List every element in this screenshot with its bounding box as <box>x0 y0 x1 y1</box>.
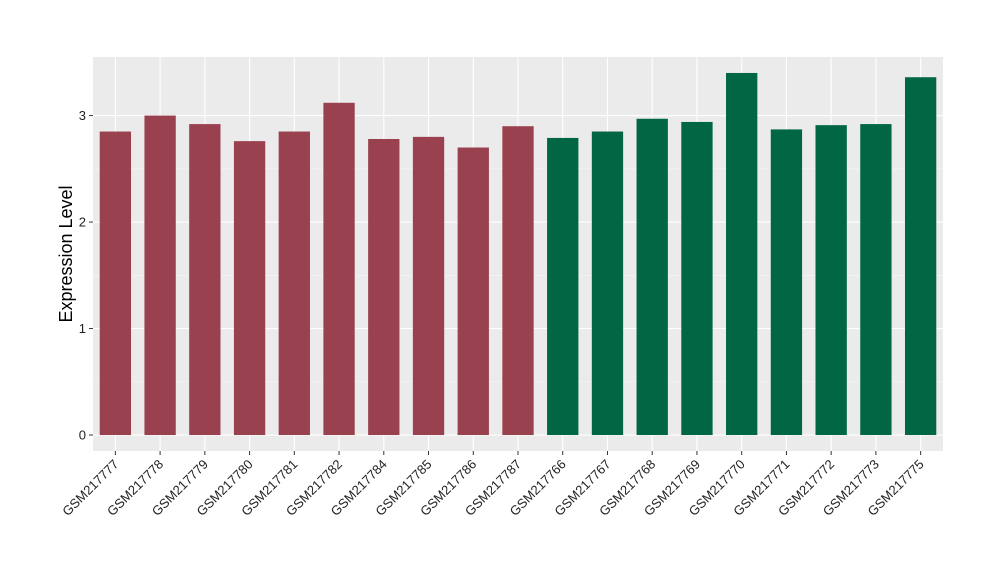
bar-GSM217780 <box>233 141 266 436</box>
bar-GSM217768 <box>636 118 668 436</box>
y-axis: 0 1 2 3 <box>79 108 93 443</box>
bar-GSM217785 <box>412 136 445 436</box>
bar-GSM217782 <box>323 102 355 436</box>
y-tick-label: 2 <box>79 215 86 230</box>
y-tick-label: 3 <box>79 108 86 123</box>
bar-GSM217777 <box>99 131 132 436</box>
bar-GSM217778 <box>144 115 176 436</box>
bar-GSM217766 <box>547 137 579 436</box>
y-tick-label: 0 <box>79 428 86 443</box>
bar-GSM217767 <box>591 131 624 436</box>
bar-GSM217779 <box>189 124 221 436</box>
bar-GSM217771 <box>770 129 803 436</box>
bar-GSM217784 <box>368 138 400 436</box>
y-axis-title: Expression Level <box>56 185 76 322</box>
bar-GSM217769 <box>681 121 713 436</box>
bar-GSM217787 <box>502 126 534 436</box>
x-axis: GSM217777GSM217778GSM217779GSM217780GSM2… <box>59 451 927 519</box>
bar-GSM217770 <box>726 72 758 436</box>
bar-GSM217786 <box>457 147 489 436</box>
bars <box>99 72 937 436</box>
bar-GSM217773 <box>860 124 892 436</box>
y-tick-label: 1 <box>79 321 86 336</box>
bar-GSM217781 <box>278 131 310 436</box>
bar-GSM217772 <box>815 125 847 436</box>
bar-GSM217775 <box>904 77 937 436</box>
